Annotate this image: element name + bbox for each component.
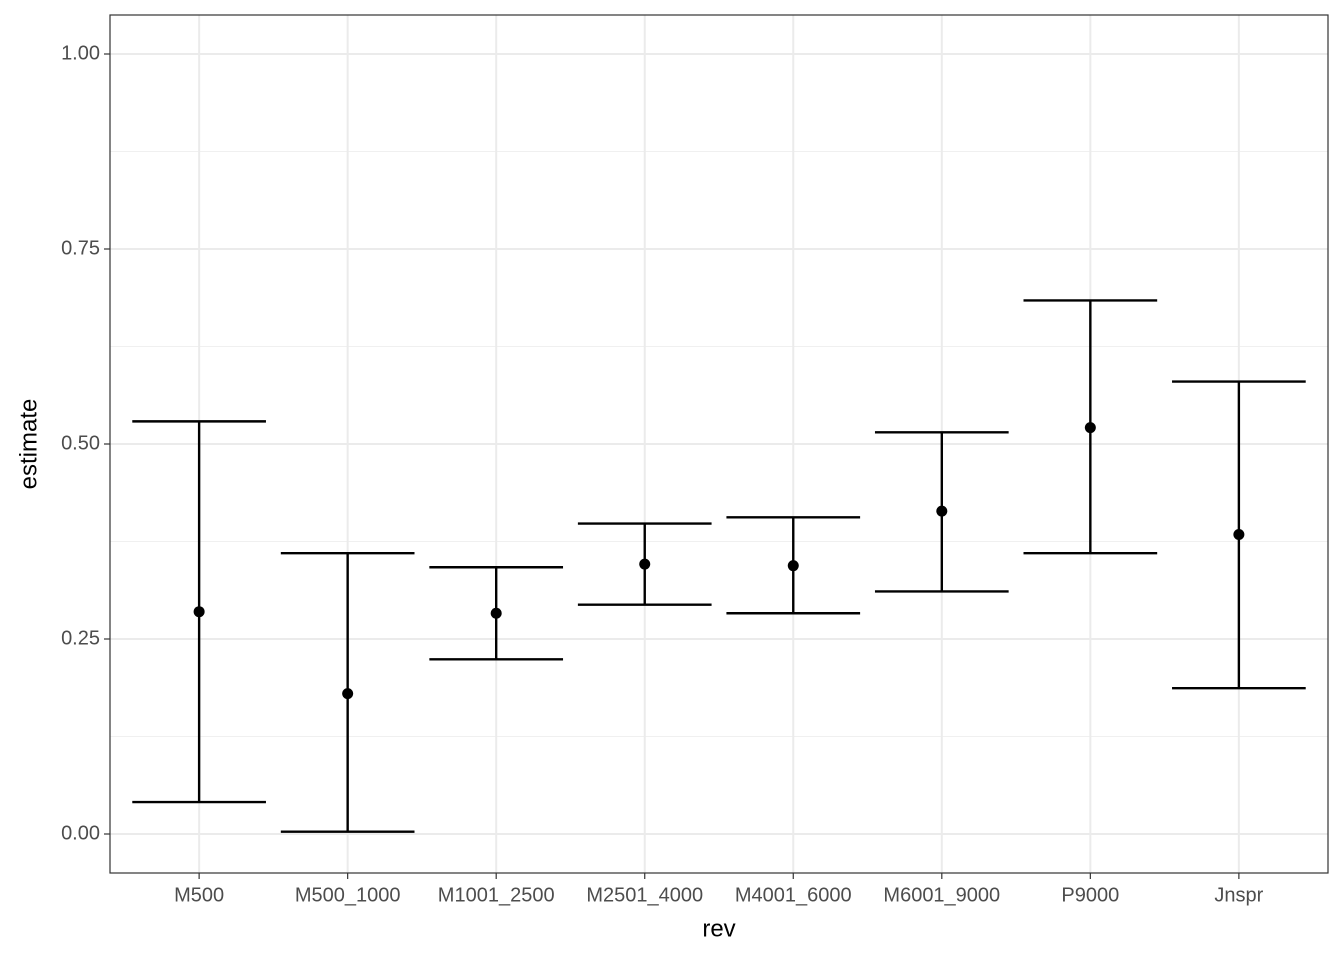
x-tick-label: M2501_4000 <box>586 884 703 906</box>
point <box>1084 422 1096 434</box>
x-tick-label: P9000 <box>1061 884 1119 906</box>
x-tick-label: M500_1000 <box>295 884 401 906</box>
x-tick-label: M500 <box>174 884 224 906</box>
point <box>193 606 205 618</box>
x-axis-title: rev <box>702 915 735 942</box>
point <box>490 607 502 619</box>
y-tick-label: 0.75 <box>61 237 100 259</box>
point <box>639 558 651 570</box>
y-axis-title: estimate <box>15 399 42 490</box>
point <box>342 688 354 700</box>
marks <box>132 299 1306 833</box>
grid <box>110 15 1328 873</box>
y-tick-label: 0.50 <box>61 432 100 454</box>
x-tick-label: Jnspr <box>1214 884 1263 906</box>
point <box>787 560 799 572</box>
y-tick-label: 0.00 <box>61 822 100 844</box>
point <box>1233 528 1245 540</box>
y-tick-label: 1.00 <box>61 42 100 64</box>
x-tick-label: M6001_9000 <box>883 884 1000 906</box>
point <box>936 505 948 517</box>
x-tick-label: M1001_2500 <box>438 884 555 906</box>
axes: 0.00 0.25 0.50 0.75 1.00 M500 M500_1000 M1001_2… <box>61 42 1264 906</box>
x-tick-label: M4001_6000 <box>735 884 852 906</box>
y-tick-label: 0.25 <box>61 627 100 649</box>
